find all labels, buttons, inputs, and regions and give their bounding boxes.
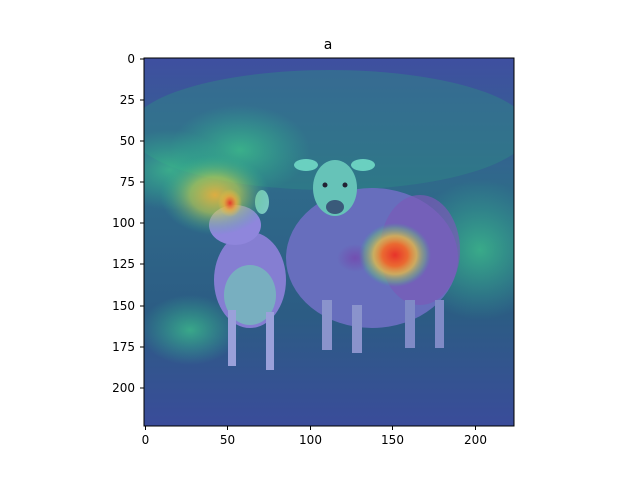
y-axis: 0 25 50 75 100 125 150 175 200 — [112, 52, 144, 395]
figure-title: a — [324, 37, 333, 53]
plot-frame — [143, 57, 515, 427]
y-tick-label: 200 — [112, 381, 135, 395]
x-tick-label: 200 — [464, 433, 487, 447]
x-axis: 0 50 100 150 200 — [142, 426, 487, 447]
y-tick-label: 100 — [112, 216, 135, 230]
y-tick-label: 175 — [112, 340, 135, 354]
heat-hot-spot — [359, 223, 431, 287]
heat-ear-spot — [218, 189, 242, 217]
x-tick-label: 50 — [220, 433, 235, 447]
y-tick-label: 25 — [120, 93, 135, 107]
heatmap-image — [144, 58, 514, 426]
y-tick-label: 150 — [112, 299, 135, 313]
y-tick-label: 0 — [127, 52, 135, 66]
x-tick-label: 150 — [381, 433, 404, 447]
y-tick-label: 50 — [120, 134, 135, 148]
heat-warm-spot — [160, 155, 270, 235]
y-tick-label: 125 — [112, 257, 135, 271]
y-tick-label: 75 — [120, 175, 135, 189]
x-tick-label: 0 — [142, 433, 150, 447]
x-tick-label: 100 — [299, 433, 322, 447]
